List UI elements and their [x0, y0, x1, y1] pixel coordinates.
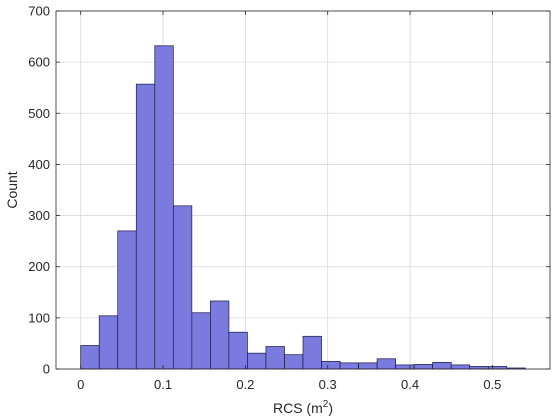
histogram-bar — [339, 362, 359, 370]
x-tick-label: 0.4 — [401, 377, 419, 392]
y-tick-label: 300 — [28, 208, 50, 223]
x-tick-label: 0.3 — [319, 377, 337, 392]
y-tick-label: 500 — [28, 106, 50, 121]
y-tick-label: 0 — [43, 362, 50, 377]
histogram-bar — [413, 364, 434, 370]
y-tick-label: 700 — [28, 4, 50, 19]
histogram-bar — [265, 346, 285, 370]
x-axis-title: RCS (m2) — [273, 399, 333, 416]
x-tick-labels: 0 0.1 0.2 0.3 0.4 0.5 — [77, 377, 501, 392]
histogram-bar — [395, 364, 415, 370]
x-tick-label: 0.2 — [236, 377, 254, 392]
histogram-bar — [135, 83, 156, 370]
histogram-bar — [210, 300, 230, 370]
histogram-bar — [191, 312, 211, 370]
histogram-bar — [376, 358, 396, 370]
histogram-bar — [284, 354, 304, 370]
y-tick-label: 600 — [28, 55, 50, 70]
histogram-bar — [117, 230, 137, 370]
histogram-bar — [80, 345, 100, 370]
histogram-bar — [228, 331, 248, 370]
x-tick-label: 0.5 — [483, 377, 501, 392]
histogram-bar — [358, 362, 378, 370]
x-tick-label: 0 — [77, 377, 84, 392]
y-tick-label: 200 — [28, 259, 50, 274]
histogram-bar — [321, 360, 341, 370]
x-tick-label: 0.1 — [154, 377, 172, 392]
histogram-bar — [172, 205, 193, 370]
y-tick-label: 100 — [28, 310, 50, 325]
y-tick-labels: 0 100 200 300 400 500 600 700 — [28, 4, 50, 377]
y-tick-label: 400 — [28, 157, 50, 172]
histogram-bar — [432, 362, 452, 370]
histogram-bar — [450, 364, 471, 370]
histogram-bar — [247, 352, 267, 370]
axis-ticks — [56, 10, 550, 370]
histogram-bar — [302, 335, 322, 370]
y-axis-title: Count — [4, 171, 20, 208]
plot-frame — [55, 10, 551, 370]
histogram-bar — [154, 45, 174, 370]
histogram-bar — [98, 315, 119, 370]
